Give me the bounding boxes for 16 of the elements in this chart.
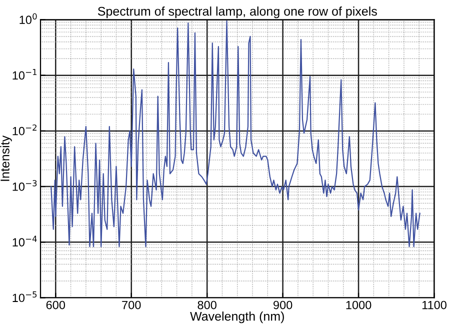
y-tick-label: 10$^{−4}$ bbox=[12, 236, 37, 246]
y-axis-title: Intensity bbox=[0, 135, 12, 181]
y-tick-label: 10$^{−2}$ bbox=[12, 124, 36, 136]
y-tick-label: 10$^{0}$ bbox=[20, 13, 37, 24]
y-tick-label: 10$^{−1}$ bbox=[12, 68, 37, 80]
x-tick-label: 1100 bbox=[422, 300, 446, 310]
x-tick-label: 600 bbox=[46, 300, 66, 310]
x-axis-title: Wavelength (nm) bbox=[190, 312, 284, 324]
chart-title: Spectrum of spectral lamp, along one row of pixels bbox=[98, 6, 377, 18]
y-tick-label: 10$^{−5}$ bbox=[12, 291, 37, 302]
line-series bbox=[50, 20, 420, 248]
y-tick-label: 10$^{−3}$ bbox=[12, 180, 37, 191]
x-tick-label: 800 bbox=[198, 300, 216, 310]
x-tick-label: 700 bbox=[122, 300, 141, 310]
x-tick-label: 1000 bbox=[346, 300, 372, 310]
x-tick-label: 900 bbox=[274, 300, 292, 310]
